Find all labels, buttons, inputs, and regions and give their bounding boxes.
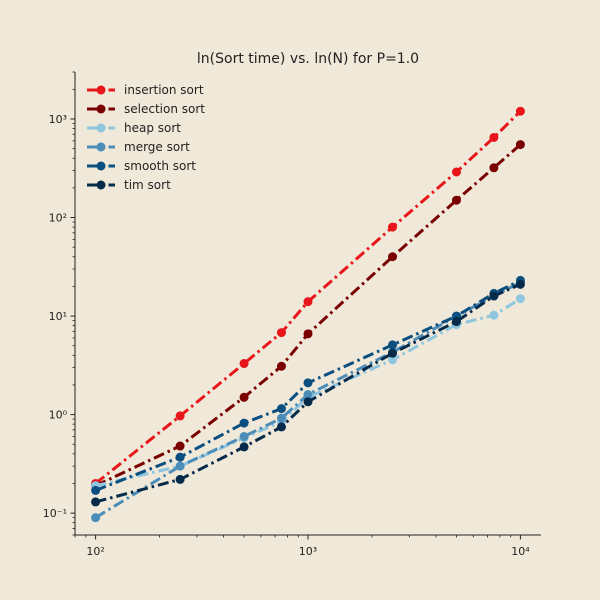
data-point xyxy=(303,329,313,339)
data-point xyxy=(388,355,398,365)
data-point xyxy=(489,291,499,301)
data-point xyxy=(175,441,185,451)
data-point xyxy=(515,294,525,304)
data-point xyxy=(175,411,185,421)
data-point xyxy=(175,474,185,484)
series-tim-sort xyxy=(91,279,525,507)
legend: insertion sort selection sort heap sort mer… xyxy=(87,83,205,192)
data-point xyxy=(239,418,249,428)
data-point xyxy=(239,442,249,452)
data-point xyxy=(388,222,398,232)
data-point xyxy=(388,252,398,262)
legend-entry: tim sort xyxy=(87,178,171,192)
data-point xyxy=(175,452,185,462)
series-layer xyxy=(91,106,525,523)
data-point xyxy=(276,413,286,423)
data-point xyxy=(276,361,286,371)
legend-marker xyxy=(96,85,106,95)
legend-marker xyxy=(96,180,106,190)
legend-label: selection sort xyxy=(124,102,205,116)
y-tick-label: 10⁻¹ xyxy=(43,507,67,520)
y-tick-label: 10⁰ xyxy=(49,409,68,422)
legend-marker xyxy=(96,123,106,133)
y-tick-label: 10³ xyxy=(49,113,67,126)
data-point xyxy=(489,132,499,142)
data-point xyxy=(239,359,249,369)
x-tick-label: 10² xyxy=(86,545,104,558)
legend-label: tim sort xyxy=(124,178,171,192)
legend-entry: insertion sort xyxy=(87,83,204,97)
legend-label: merge sort xyxy=(124,140,190,154)
y-tick-label: 10¹ xyxy=(49,310,67,323)
series-line xyxy=(95,297,522,488)
legend-entry: merge sort xyxy=(87,140,190,154)
data-point xyxy=(303,389,313,399)
data-point xyxy=(451,317,461,327)
data-point xyxy=(489,310,499,320)
series-smooth-sort xyxy=(91,275,525,495)
data-point xyxy=(175,461,185,471)
data-point xyxy=(303,297,313,307)
data-point xyxy=(515,106,525,116)
legend-label: insertion sort xyxy=(124,83,204,97)
data-point xyxy=(276,404,286,414)
data-point xyxy=(276,328,286,338)
legend-entry: heap sort xyxy=(87,121,181,135)
data-point xyxy=(276,422,286,432)
data-point xyxy=(388,340,398,350)
data-point xyxy=(91,497,101,507)
data-point xyxy=(239,431,249,441)
data-point xyxy=(91,513,101,523)
legend-marker xyxy=(96,161,106,171)
x-tick-label: 10⁴ xyxy=(511,545,530,558)
legend-marker xyxy=(96,142,106,152)
data-point xyxy=(303,397,313,407)
legend-label: smooth sort xyxy=(124,159,196,173)
x-tick-label: 10³ xyxy=(299,545,317,558)
legend-marker xyxy=(96,104,106,114)
data-point xyxy=(451,167,461,177)
axes: 10² 10³ 10⁴ 10⁻¹ 10⁰ 10¹ 10² 10³ xyxy=(43,71,541,558)
data-point xyxy=(451,195,461,205)
legend-entry: smooth sort xyxy=(87,159,196,173)
legend-label: heap sort xyxy=(124,121,181,135)
data-point xyxy=(91,485,101,495)
legend-entry: selection sort xyxy=(87,102,205,116)
series-selection-sort xyxy=(91,140,525,491)
data-point xyxy=(388,348,398,358)
data-point xyxy=(303,378,313,388)
data-point xyxy=(239,392,249,402)
series-insertion-sort xyxy=(91,106,525,488)
data-point xyxy=(515,279,525,289)
y-tick-label: 10² xyxy=(49,212,67,225)
chart-title: ln(Sort time) vs. ln(N) for P=1.0 xyxy=(197,51,419,67)
data-point xyxy=(515,140,525,150)
data-point xyxy=(489,163,499,173)
